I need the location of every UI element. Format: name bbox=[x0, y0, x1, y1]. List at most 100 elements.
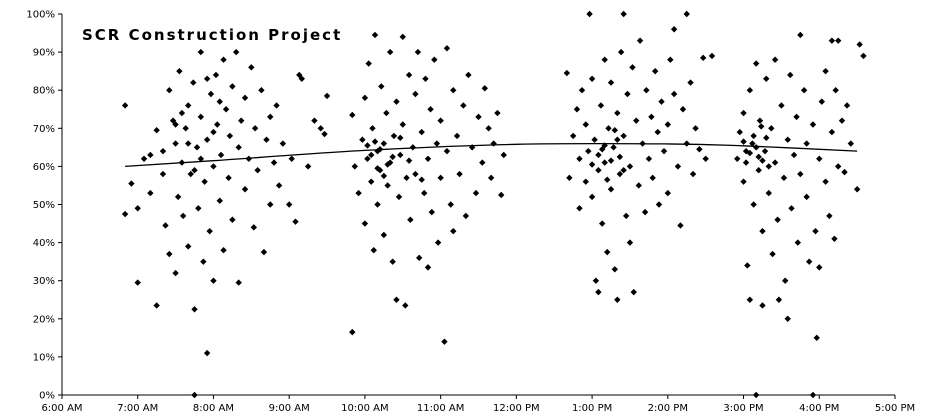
data-point bbox=[660, 147, 668, 155]
data-point bbox=[216, 98, 223, 105]
data-point bbox=[207, 90, 215, 98]
data-point bbox=[437, 117, 444, 124]
data-point bbox=[191, 167, 198, 174]
data-point bbox=[592, 277, 600, 284]
data-point bbox=[683, 10, 690, 18]
data-point bbox=[397, 134, 404, 142]
trend-line bbox=[125, 142, 858, 168]
data-point bbox=[812, 227, 819, 235]
data-point bbox=[614, 296, 621, 303]
data-point bbox=[763, 134, 770, 142]
data-point bbox=[689, 170, 697, 178]
data-point bbox=[393, 98, 400, 105]
data-point bbox=[374, 147, 381, 155]
data-point bbox=[380, 231, 388, 239]
data-point bbox=[298, 75, 306, 82]
data-point bbox=[487, 174, 495, 182]
data-point bbox=[374, 201, 381, 208]
data-point bbox=[200, 258, 207, 265]
data-point bbox=[588, 193, 596, 201]
data-point bbox=[756, 117, 764, 124]
data-point bbox=[611, 266, 619, 273]
data-point bbox=[174, 193, 182, 201]
data-point bbox=[206, 227, 213, 235]
data-point bbox=[645, 155, 653, 162]
data-point bbox=[630, 288, 637, 296]
y-tick-label: 80% bbox=[33, 86, 55, 97]
data-point bbox=[424, 264, 432, 271]
data-point bbox=[781, 277, 789, 284]
data-point bbox=[323, 92, 331, 100]
data-point bbox=[759, 302, 766, 309]
data-point bbox=[670, 90, 678, 98]
data-point bbox=[248, 64, 255, 71]
data-point bbox=[203, 136, 211, 143]
data-point bbox=[220, 247, 227, 254]
data-point bbox=[771, 159, 779, 166]
data-point bbox=[826, 212, 833, 220]
data-point bbox=[427, 106, 434, 113]
data-point bbox=[203, 75, 211, 82]
data-point bbox=[371, 138, 379, 145]
data-point bbox=[778, 102, 785, 109]
data-point bbox=[279, 140, 287, 147]
data-point bbox=[166, 87, 173, 94]
data-point bbox=[437, 174, 444, 182]
data-point bbox=[775, 296, 783, 303]
data-point bbox=[216, 197, 223, 204]
data-point bbox=[450, 227, 457, 235]
data-point bbox=[460, 102, 467, 109]
data-point bbox=[664, 121, 672, 128]
data-point bbox=[566, 174, 573, 182]
data-point bbox=[241, 94, 249, 102]
data-point bbox=[626, 239, 634, 246]
data-point bbox=[428, 208, 436, 216]
data-point bbox=[670, 26, 678, 33]
x-tick-label: 12:00 PM bbox=[493, 403, 540, 414]
data-point bbox=[708, 52, 716, 60]
data-point bbox=[633, 117, 640, 124]
data-point bbox=[251, 125, 259, 132]
data-point bbox=[134, 205, 141, 212]
data-point bbox=[790, 151, 798, 159]
data-point bbox=[288, 155, 295, 162]
data-point bbox=[197, 113, 205, 121]
data-point bbox=[191, 306, 198, 313]
data-point bbox=[405, 157, 413, 164]
data-point bbox=[185, 102, 192, 109]
data-point bbox=[734, 155, 741, 162]
data-point bbox=[386, 48, 394, 56]
data-point bbox=[402, 302, 409, 309]
data-point bbox=[185, 140, 192, 147]
data-point bbox=[750, 201, 757, 208]
y-tick-label: 90% bbox=[33, 48, 55, 59]
data-point bbox=[380, 172, 388, 180]
data-point bbox=[364, 155, 371, 162]
data-point bbox=[604, 248, 611, 256]
data-point bbox=[399, 33, 406, 41]
data-point bbox=[355, 189, 362, 197]
data-point bbox=[803, 140, 810, 147]
data-point bbox=[643, 87, 650, 94]
data-point bbox=[788, 205, 795, 212]
data-point bbox=[370, 247, 377, 254]
data-point bbox=[166, 250, 173, 258]
data-point bbox=[563, 69, 571, 77]
data-point bbox=[746, 296, 754, 303]
data-point bbox=[740, 109, 747, 117]
data-point bbox=[639, 140, 646, 147]
data-point bbox=[232, 48, 240, 56]
data-point bbox=[614, 136, 621, 143]
data-point bbox=[610, 144, 617, 151]
data-point bbox=[816, 264, 823, 271]
data-point bbox=[794, 239, 802, 246]
data-point bbox=[803, 193, 810, 201]
data-point bbox=[424, 155, 432, 162]
data-point bbox=[831, 235, 838, 242]
data-point bbox=[696, 146, 703, 153]
data-point bbox=[813, 334, 820, 342]
data-point bbox=[365, 60, 372, 67]
data-point bbox=[784, 315, 791, 322]
data-point bbox=[229, 216, 236, 223]
